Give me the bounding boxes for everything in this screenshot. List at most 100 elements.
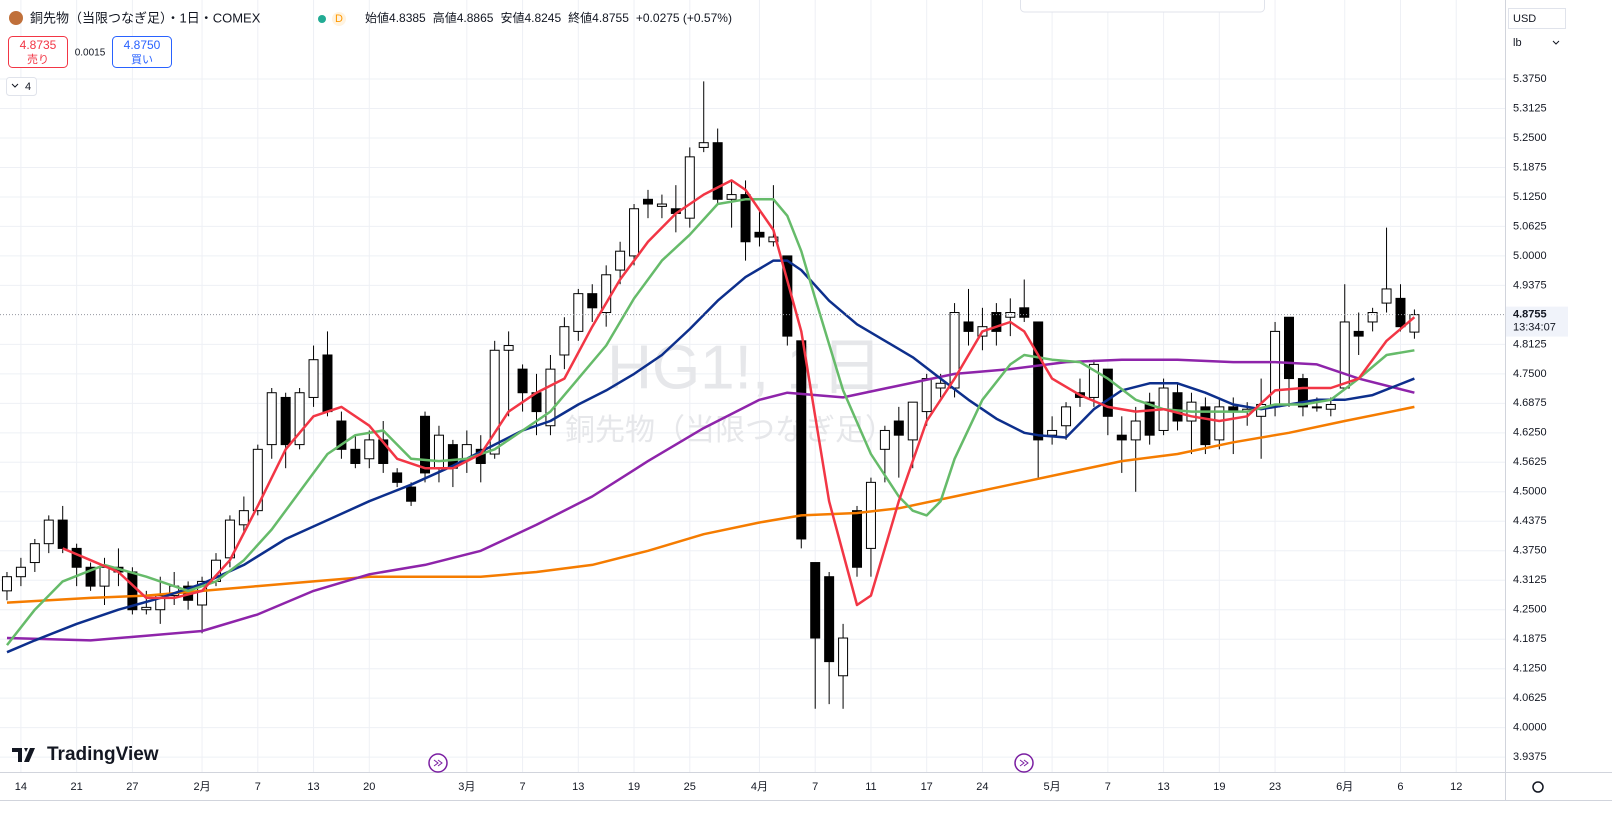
- moving-average-line: [6, 259, 1415, 654]
- symbol-title[interactable]: 銅先物（当限つなぎ足）・1日・COMEX: [30, 10, 261, 25]
- ask-price: 4.8750: [124, 38, 161, 52]
- x-tick-label: 7: [812, 781, 818, 793]
- candle-body: [545, 368, 556, 427]
- y-tick-label: 4.5000: [1513, 486, 1547, 498]
- candle-body: [1144, 401, 1155, 436]
- candle-body: [378, 439, 389, 464]
- candle-body: [43, 519, 54, 545]
- x-tick-label: 7: [255, 781, 261, 793]
- candle-body: [57, 519, 68, 549]
- candle-body: [141, 606, 152, 611]
- candle-body: [29, 543, 40, 564]
- sell-button[interactable]: [8, 36, 68, 68]
- candle-body: [796, 340, 807, 540]
- y-tick-label: 4.5625: [1513, 456, 1547, 468]
- x-tick-label: 25: [684, 781, 696, 793]
- candle-body: [322, 354, 333, 413]
- event-icon: [433, 759, 443, 767]
- brand-logo: [12, 748, 35, 762]
- x-tick-label: 14: [15, 781, 27, 793]
- unit[interactable]: lb: [1513, 37, 1522, 49]
- candle-body: [1367, 312, 1378, 323]
- y-tick-label: 4.6875: [1513, 397, 1547, 409]
- legend-value: 4.8755: [592, 11, 629, 25]
- y-tick-label: 4.0625: [1513, 692, 1547, 704]
- candle-body: [15, 566, 26, 578]
- settings-button[interactable]: [1532, 781, 1544, 793]
- currency-select[interactable]: [1508, 8, 1566, 29]
- candle-body: [99, 566, 110, 587]
- candle-body: [879, 429, 890, 450]
- x-tick-label: 21: [71, 781, 83, 793]
- moving-average-line: [6, 405, 1415, 604]
- candle-body: [1005, 312, 1016, 318]
- candle-body: [768, 236, 779, 243]
- x-tick-label: 19: [628, 781, 640, 793]
- status-badge: [332, 12, 346, 26]
- candle-body: [726, 194, 737, 200]
- indicators-toggle[interactable]: [6, 77, 37, 96]
- candle-body: [406, 486, 417, 502]
- legend-label: 高値: [433, 10, 457, 25]
- candle-body: [1284, 316, 1295, 380]
- market-open-dot: [318, 15, 326, 23]
- candle-body: [1130, 420, 1141, 441]
- candle-body: [1102, 368, 1113, 417]
- candle-body: [517, 368, 528, 394]
- x-tick-label: 24: [976, 781, 988, 793]
- candle-body: [1353, 330, 1364, 337]
- legend-label: 安値: [500, 10, 524, 25]
- y-tick-label: 5.2500: [1513, 132, 1547, 144]
- x-tick-label: 7: [1105, 781, 1111, 793]
- candle-body: [656, 203, 667, 207]
- symbol-icon[interactable]: [9, 11, 23, 25]
- y-tick-label: 4.0000: [1513, 722, 1547, 734]
- candle-body: [1270, 330, 1281, 408]
- chevron: [11, 83, 19, 88]
- chevron: [1552, 40, 1560, 45]
- candle-body: [921, 378, 932, 413]
- buy-button[interactable]: [112, 36, 172, 68]
- candle-body: [85, 566, 96, 587]
- watermark-symbol: HG1!, 1日: [607, 333, 883, 402]
- x-tick-label: 19: [1213, 781, 1225, 793]
- candle-body: [364, 439, 375, 460]
- y-tick-label: 4.4375: [1513, 515, 1547, 527]
- candle-body: [1200, 406, 1211, 446]
- y-tick-label: 4.9375: [1513, 279, 1547, 291]
- candle-body: [1297, 378, 1308, 408]
- countdown: 13:34:07: [1513, 322, 1556, 334]
- drawing-toolbar[interactable]: [1020, 0, 1265, 13]
- legend-change: +0.0275 (+0.57%): [636, 11, 732, 25]
- currency: USD: [1513, 13, 1536, 25]
- candle-body: [308, 359, 319, 398]
- ohlc-legend: 始値4.8385 高値4.8865 安値4.8245 終値4.8755 +0.0275 …: [365, 10, 732, 25]
- legend-value: 4.8245: [524, 11, 561, 25]
- candle-body: [1061, 406, 1072, 427]
- y-tick-label: 4.8125: [1513, 338, 1547, 350]
- candle-body: [1339, 321, 1350, 389]
- y-tick-label: 4.3125: [1513, 574, 1547, 586]
- candle-body: [1172, 392, 1183, 422]
- x-tick-label: 11: [865, 781, 876, 793]
- legend-value: 4.8865: [457, 11, 494, 25]
- watermark-description: 銅先物（当限つなぎ足）: [565, 414, 895, 447]
- candle-body: [336, 420, 347, 450]
- y-tick-label: 5.1875: [1513, 161, 1547, 173]
- candle-body: [1395, 297, 1406, 328]
- candle-body: [71, 547, 82, 568]
- candle-body: [350, 448, 361, 464]
- candle-body: [1, 576, 12, 592]
- candle-body: [1047, 429, 1058, 436]
- plot: [0, 81, 1505, 709]
- y-tick-label: 5.0625: [1513, 220, 1547, 232]
- candle-body: [810, 562, 821, 639]
- candle-body: [392, 472, 403, 483]
- last-price-badge: [1506, 306, 1568, 337]
- candle-body: [963, 321, 974, 332]
- candle-body: [559, 326, 570, 356]
- y-tick-label: 5.3750: [1513, 73, 1547, 85]
- axes: 3.9375 4.0000 4.0625 4.1250 4.1875 4.2500 4.31…: [15, 73, 1568, 793]
- y-tick-label: 4.1250: [1513, 663, 1547, 675]
- x-tick-label: 17: [921, 781, 933, 793]
